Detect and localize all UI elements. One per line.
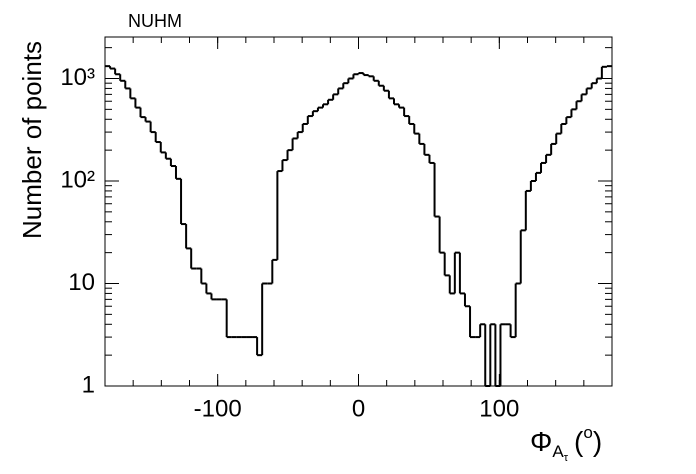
x-tick-label: 0 xyxy=(352,395,365,422)
x-axis-label: ΦAτ (o) xyxy=(530,423,602,463)
y-tick-label: 10³ xyxy=(60,64,95,91)
y-tick-label: 1 xyxy=(82,371,95,398)
x-label-symbol: Φ xyxy=(530,426,552,457)
y-tick-label: 10 xyxy=(68,269,95,296)
x-label-open: ( xyxy=(574,426,584,457)
chart-title: NUHM xyxy=(128,11,182,31)
x-tick-label: -100 xyxy=(194,395,242,422)
x-label-unit: o xyxy=(583,423,592,442)
x-label-close: ) xyxy=(593,426,602,457)
x-label-subscript: A xyxy=(552,442,564,461)
x-tick-label: 100 xyxy=(479,395,519,422)
x-label-subsubscript: τ xyxy=(564,452,569,464)
y-axis-label: Number of points xyxy=(17,41,47,239)
y-tick-label: 10² xyxy=(60,166,95,193)
